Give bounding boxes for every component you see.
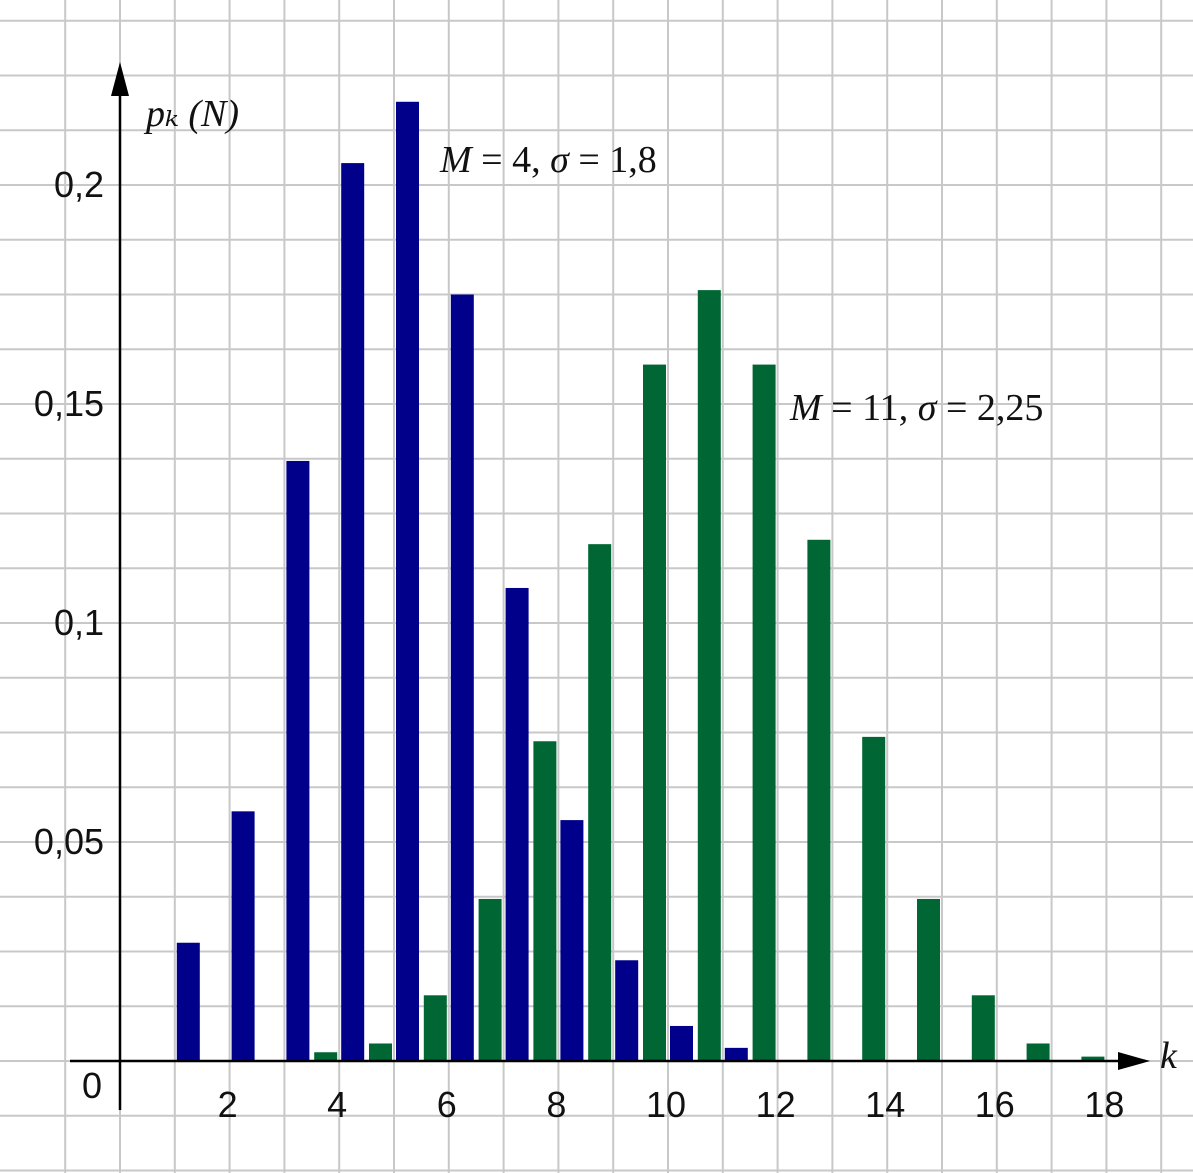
x-tick-label: 12 [756,1084,796,1125]
bar-series-2-k13 [807,539,831,1061]
bar-series-2-k10 [643,364,666,1062]
bars [176,101,1105,1062]
bar-series-2-k11 [697,290,721,1061]
y-axis-label: pₖ (N) [143,93,239,135]
bar-series-2-k6 [423,995,447,1061]
annotation-series-2: M = 11, σ = 2,25 [789,387,1043,429]
bar-series-1-k2 [231,811,255,1061]
bar-series-2-k15 [917,898,940,1061]
y-tick-label: 0,15 [34,383,104,424]
bar-series-1-k9 [615,960,639,1061]
bar-series-1-k8 [560,820,584,1061]
y-tick-label: 0,1 [54,602,104,643]
x-tick-label: 4 [327,1084,347,1125]
bar-series-1-k6 [450,294,474,1061]
bar-series-2-k5 [369,1043,392,1061]
x-tick-label: 10 [646,1084,686,1125]
x-tick-label: 18 [1084,1084,1124,1125]
bar-series-2-k4 [314,1052,338,1061]
x-tick-label: 16 [975,1084,1015,1125]
bar-series-2-k16 [971,995,995,1061]
x-tick-label: 14 [865,1084,905,1125]
bar-series-2-k14 [862,736,886,1061]
y-tick-label: 0,2 [54,164,104,205]
bar-series-2-k17 [1026,1043,1050,1061]
bar-series-2-k12 [752,364,776,1062]
tick-labels: 2 4 6 8 10 12 14 16 18 0,05 0,1 0,15 0,2 [34,164,1125,1125]
bar-series-1-k1 [176,942,200,1061]
bar-series-1-k11 [724,1047,748,1061]
bar-series-1-k3 [286,460,310,1061]
bar-series-2-k8 [533,741,557,1061]
bar-series-1-k7 [505,587,529,1061]
x-axis-label: k [1160,1035,1178,1077]
axes [70,62,1150,1110]
x-axis-arrow [1118,1052,1150,1070]
y-axis-arrow [111,62,129,96]
bar-series-1-k5 [396,101,419,1061]
x-tick-label: 6 [437,1084,457,1125]
annotation-series-1: M = 4, σ = 1,8 [439,139,657,181]
x-tick-label: 2 [218,1084,238,1125]
x-tick-label: 8 [546,1084,566,1125]
y-tick-label: 0,05 [34,821,104,862]
bar-series-1-k4 [341,163,365,1062]
bar-series-2-k9 [588,544,612,1061]
bar-series-2-k7 [478,898,502,1061]
bar-series-1-k10 [670,1025,693,1061]
origin-label: 0 [82,1065,102,1106]
bar-series-2-k18 [1081,1056,1105,1061]
